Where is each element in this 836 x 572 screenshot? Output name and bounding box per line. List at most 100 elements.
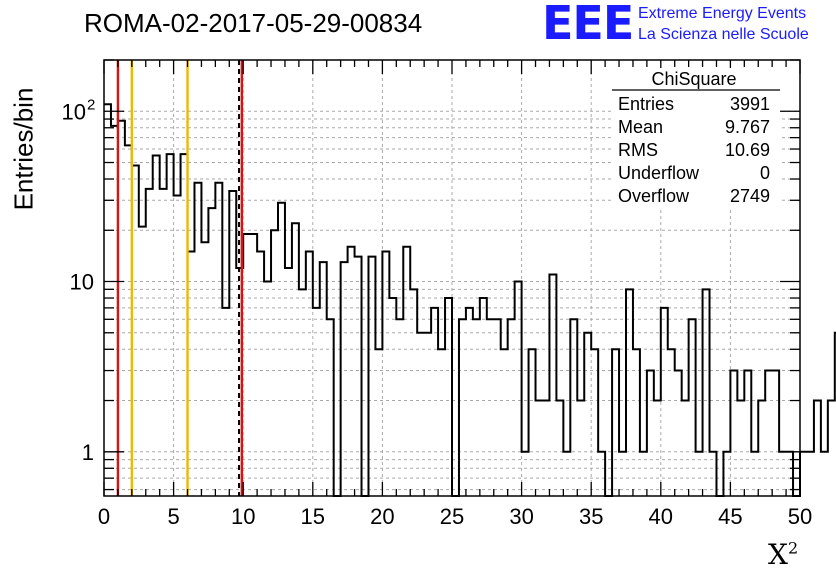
histogram-bin [814, 401, 821, 496]
x-tick-label: 40 [649, 504, 673, 529]
histogram-bin [480, 298, 487, 496]
stats-box: ChiSquare Entries 3991 Mean 9.767 RMS 10.69 Un… [612, 68, 780, 208]
stats-label: Mean [618, 117, 663, 137]
histogram-bin [577, 401, 584, 496]
histogram-bin [584, 333, 591, 496]
histogram-bin [633, 349, 640, 496]
histogram-bin [626, 289, 633, 496]
histogram-bin [612, 349, 619, 496]
histogram-bin [410, 289, 417, 496]
chart-title: ROMA-02-2017-05-29-00834 [84, 8, 423, 38]
histogram-bin [201, 242, 208, 496]
y-tick-label: 10 [62, 99, 86, 124]
histogram-bin [501, 349, 508, 496]
x-tick-label: 50 [788, 504, 812, 529]
logo-line-1: Extreme Energy Events [638, 5, 807, 22]
x-tick-label: 0 [98, 504, 110, 529]
stats-value: 0 [760, 163, 770, 183]
histogram-bin [730, 371, 737, 496]
eee-logo: EEE Extreme Energy Events La Scienza nel… [542, 0, 832, 50]
histogram-bin [508, 319, 515, 496]
stats-label: Entries [618, 94, 674, 114]
histogram-bin [647, 371, 654, 496]
histogram-bin [327, 319, 334, 496]
histogram-bin [758, 401, 765, 496]
histogram-bin [682, 401, 689, 496]
histogram-bin [438, 349, 445, 496]
stats-label: Overflow [618, 186, 690, 206]
histogram-bin [459, 319, 466, 496]
x-axis-label-text: X [768, 538, 788, 571]
stats-value: 2749 [730, 186, 770, 206]
histogram-bin [675, 371, 682, 496]
stats-label: RMS [618, 140, 658, 160]
histogram-bin [466, 308, 473, 496]
histogram-bin [473, 319, 480, 496]
histogram-bin [250, 234, 257, 496]
histogram-bin [807, 452, 814, 496]
x-tick-label: 25 [440, 504, 464, 529]
histogram-bin [487, 319, 494, 496]
x-tick-label: 10 [231, 504, 255, 529]
y-tick-label: 10 [70, 270, 94, 295]
histogram-bin [654, 401, 661, 496]
histogram-bin [515, 282, 522, 496]
histogram-bin [703, 289, 710, 496]
histogram-bin [772, 371, 779, 496]
y-tick-label-sup: 2 [87, 96, 95, 113]
eee-logo-mark: EEE [542, 0, 634, 50]
stats-value: 9.767 [725, 117, 770, 137]
x-tick-label: 20 [370, 504, 394, 529]
histogram-bin [800, 452, 807, 496]
histogram-bin [313, 308, 320, 496]
logo-line-2: La Scienza nelle Scuole [638, 26, 809, 43]
x-axis-label-sup: 2 [787, 538, 799, 558]
histogram-bin [431, 308, 438, 496]
histogram-bin [208, 208, 215, 496]
histogram-bin [243, 234, 250, 496]
histogram-bin [744, 371, 751, 496]
axis-ticks [103, 59, 801, 496]
histogram-bin [570, 319, 577, 496]
histogram-bin [320, 262, 327, 496]
histogram-bin [229, 191, 236, 496]
histogram-bin [167, 154, 174, 496]
stats-value: 10.69 [725, 140, 770, 160]
histogram-bin [542, 401, 549, 496]
histogram-bin [222, 308, 229, 496]
histogram-bin [285, 268, 292, 496]
histogram-outline [104, 103, 836, 497]
histogram-bin [417, 333, 424, 496]
histogram-bin [424, 333, 431, 496]
x-axis-label: X2 [768, 538, 798, 571]
histogram-bin [668, 349, 675, 496]
histogram-bin [271, 230, 278, 496]
histogram-bin [375, 349, 382, 496]
stats-box-title: ChiSquare [651, 69, 736, 89]
histogram-bin [174, 196, 181, 496]
x-tick-label: 45 [718, 504, 742, 529]
stats-label: Underflow [618, 163, 700, 183]
histogram-bin [828, 401, 835, 496]
histogram-bin [765, 371, 772, 496]
reference-lines [116, 60, 244, 496]
histogram-bin [153, 155, 160, 496]
histogram-bin [661, 308, 668, 496]
histogram-bin [389, 298, 396, 496]
y-tick-label: 1 [82, 440, 94, 465]
histogram-bin [292, 223, 299, 496]
histogram-bin [396, 319, 403, 496]
histogram-bin [591, 349, 598, 496]
histogram-bin [494, 319, 501, 496]
x-tick-label: 35 [579, 504, 603, 529]
histogram-bin [536, 401, 543, 496]
histogram-bin [299, 289, 306, 496]
histogram-bin [139, 227, 146, 496]
histogram-bin [160, 189, 167, 496]
histogram-bin [341, 262, 348, 496]
histogram-bin [737, 401, 744, 496]
histogram-bin [264, 282, 271, 496]
histogram-bin [146, 189, 153, 496]
